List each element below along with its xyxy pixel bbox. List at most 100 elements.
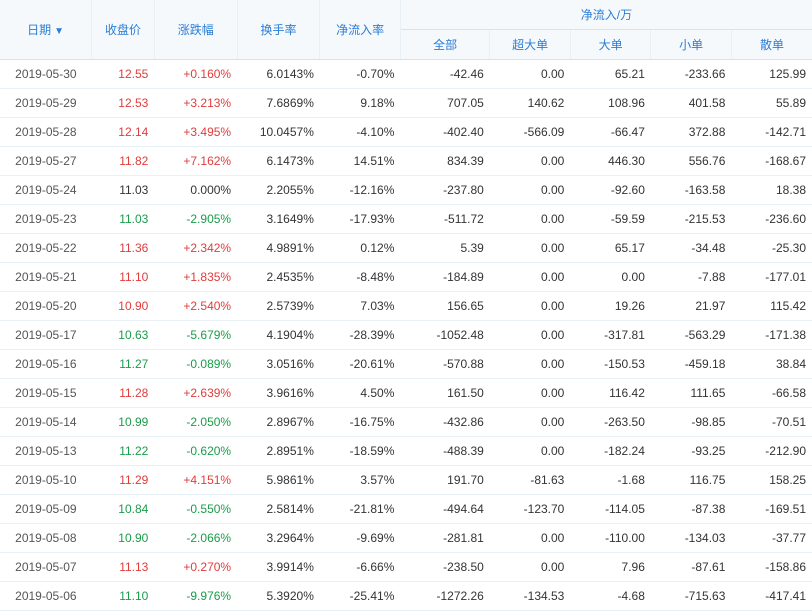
cell-r: -212.90	[731, 437, 812, 466]
cell-r: 125.99	[731, 60, 812, 89]
table-row: 2019-05-1710.63-5.679%4.1904%-28.39%-105…	[0, 321, 812, 350]
cell-change: +1.835%	[154, 263, 237, 292]
cell-turnover: 6.1473%	[237, 147, 320, 176]
cell-change: +3.495%	[154, 118, 237, 147]
cell-date: 2019-05-08	[0, 524, 92, 553]
cell-xl: 0.00	[490, 437, 571, 466]
cell-l: -182.24	[570, 437, 651, 466]
cell-s: -34.48	[651, 234, 732, 263]
cell-s: -459.18	[651, 350, 732, 379]
cell-turnover: 3.9914%	[237, 553, 320, 582]
cell-date: 2019-05-24	[0, 176, 92, 205]
cell-all: -238.50	[400, 553, 489, 582]
cell-s: 21.97	[651, 292, 732, 321]
cell-l: 19.26	[570, 292, 651, 321]
cell-xl: -134.53	[490, 582, 571, 611]
col-large[interactable]: 大单	[570, 30, 651, 60]
table-row: 2019-05-2111.10+1.835%2.4535%-8.48%-184.…	[0, 263, 812, 292]
cell-nfr: -8.48%	[320, 263, 401, 292]
col-turnover[interactable]: 换手率	[237, 0, 320, 60]
cell-date: 2019-05-16	[0, 350, 92, 379]
table-header: 日期▼ 收盘价 涨跌幅 换手率 净流入率 净流入/万 全部 超大单 大单 小单 …	[0, 0, 812, 60]
cell-close: 12.55	[92, 60, 155, 89]
cell-r: -70.51	[731, 408, 812, 437]
cell-l: 65.21	[570, 60, 651, 89]
cell-turnover: 2.5739%	[237, 292, 320, 321]
cell-nfr: 9.18%	[320, 89, 401, 118]
table-row: 2019-05-0711.13+0.270%3.9914%-6.66%-238.…	[0, 553, 812, 582]
cell-turnover: 2.8951%	[237, 437, 320, 466]
cell-l: -263.50	[570, 408, 651, 437]
cell-close: 11.03	[92, 176, 155, 205]
cell-l: -1.68	[570, 466, 651, 495]
cell-date: 2019-05-10	[0, 466, 92, 495]
col-netflow-rate[interactable]: 净流入率	[320, 0, 401, 60]
table-row: 2019-05-3012.55+0.160%6.0143%-0.70%-42.4…	[0, 60, 812, 89]
cell-xl: 0.00	[490, 524, 571, 553]
cell-close: 12.14	[92, 118, 155, 147]
cell-nfr: -17.93%	[320, 205, 401, 234]
col-group-netflow: 净流入/万	[400, 0, 812, 30]
cell-change: +3.213%	[154, 89, 237, 118]
cell-r: -417.41	[731, 582, 812, 611]
cell-s: -98.85	[651, 408, 732, 437]
cell-date: 2019-05-17	[0, 321, 92, 350]
cell-nfr: 7.03%	[320, 292, 401, 321]
cell-change: +2.342%	[154, 234, 237, 263]
cell-turnover: 2.2055%	[237, 176, 320, 205]
cell-date: 2019-05-20	[0, 292, 92, 321]
cell-turnover: 2.4535%	[237, 263, 320, 292]
cell-close: 10.63	[92, 321, 155, 350]
cell-turnover: 3.1649%	[237, 205, 320, 234]
stock-flow-table: 日期▼ 收盘价 涨跌幅 换手率 净流入率 净流入/万 全部 超大单 大单 小单 …	[0, 0, 812, 611]
cell-date: 2019-05-07	[0, 553, 92, 582]
cell-all: 834.39	[400, 147, 489, 176]
cell-xl: 0.00	[490, 176, 571, 205]
col-all[interactable]: 全部	[400, 30, 489, 60]
cell-turnover: 3.9616%	[237, 379, 320, 408]
cell-change: -0.620%	[154, 437, 237, 466]
cell-all: -1052.48	[400, 321, 489, 350]
col-super-large[interactable]: 超大单	[490, 30, 571, 60]
cell-l: 7.96	[570, 553, 651, 582]
cell-xl: 140.62	[490, 89, 571, 118]
table-row: 2019-05-2010.90+2.540%2.5739%7.03%156.65…	[0, 292, 812, 321]
cell-all: -511.72	[400, 205, 489, 234]
cell-l: 65.17	[570, 234, 651, 263]
table-row: 2019-05-1410.99-2.050%2.8967%-16.75%-432…	[0, 408, 812, 437]
col-close[interactable]: 收盘价	[92, 0, 155, 60]
cell-all: -184.89	[400, 263, 489, 292]
cell-date: 2019-05-30	[0, 60, 92, 89]
cell-date: 2019-05-29	[0, 89, 92, 118]
cell-all: 161.50	[400, 379, 489, 408]
col-small[interactable]: 小单	[651, 30, 732, 60]
cell-s: -134.03	[651, 524, 732, 553]
cell-s: 401.58	[651, 89, 732, 118]
cell-all: -281.81	[400, 524, 489, 553]
cell-s: -563.29	[651, 321, 732, 350]
col-retail[interactable]: 散单	[731, 30, 812, 60]
cell-change: -0.550%	[154, 495, 237, 524]
cell-l: -92.60	[570, 176, 651, 205]
cell-change: -5.679%	[154, 321, 237, 350]
cell-l: 108.96	[570, 89, 651, 118]
table-row: 2019-05-2912.53+3.213%7.6869%9.18%707.05…	[0, 89, 812, 118]
cell-date: 2019-05-22	[0, 234, 92, 263]
cell-l: -110.00	[570, 524, 651, 553]
cell-nfr: -0.70%	[320, 60, 401, 89]
cell-change: -2.905%	[154, 205, 237, 234]
cell-date: 2019-05-09	[0, 495, 92, 524]
cell-close: 12.53	[92, 89, 155, 118]
cell-l: -59.59	[570, 205, 651, 234]
cell-change: -2.050%	[154, 408, 237, 437]
cell-s: -215.53	[651, 205, 732, 234]
table-row: 2019-05-1011.29+4.151%5.9861%3.57%191.70…	[0, 466, 812, 495]
col-change[interactable]: 涨跌幅	[154, 0, 237, 60]
cell-turnover: 5.9861%	[237, 466, 320, 495]
cell-date: 2019-05-06	[0, 582, 92, 611]
cell-close: 11.36	[92, 234, 155, 263]
cell-l: 0.00	[570, 263, 651, 292]
cell-turnover: 4.9891%	[237, 234, 320, 263]
col-date[interactable]: 日期▼	[0, 0, 92, 60]
cell-all: -570.88	[400, 350, 489, 379]
